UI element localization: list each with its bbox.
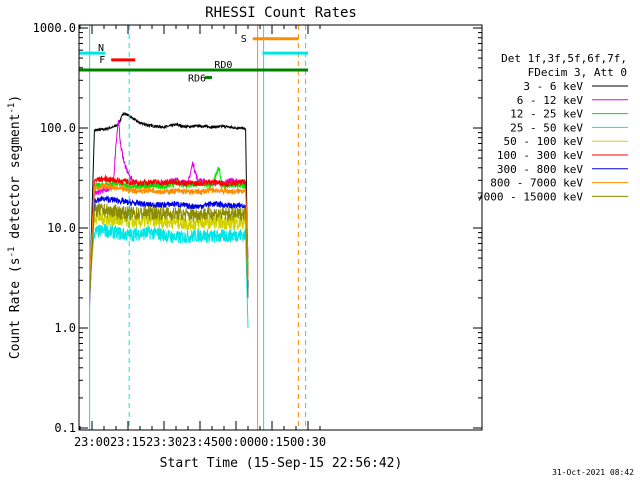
legend-label: 50 - 100 keV <box>504 135 584 148</box>
series-line-8 <box>89 182 249 281</box>
y-axis-label-end: ) <box>8 95 23 103</box>
legend: Det 1f,3f,5f,6f,7f, FDecim 3, Att 0 3 - … <box>477 52 628 203</box>
y-tick-label: 1.0 <box>54 321 76 335</box>
legend-label: 3 - 6 keV <box>523 80 583 93</box>
x-axis-label: Start Time (15-Sep-15 22:56:42) <box>160 456 403 471</box>
y-tick-label: 0.1 <box>54 421 76 435</box>
y-axis-label-sup1: -1 <box>7 247 17 258</box>
legend-label: 100 - 300 keV <box>497 149 583 162</box>
chart-title: RHESSI Count Rates <box>205 5 357 21</box>
series-line-4 <box>89 224 249 329</box>
plot-area: N S F RD0 RD6 0.1 1.0 10.0 100.0 1000.0 23:00 23:15… <box>33 21 483 449</box>
y-axis-label-main: Count Rate (s <box>8 257 23 359</box>
legend-label: 7000 - 15000 keV <box>477 190 583 203</box>
footer-timestamp: 31-Oct-2021 08:42 <box>552 468 634 477</box>
flag-label-rd0: RD0 <box>214 60 232 71</box>
series-line-9 <box>89 203 249 298</box>
series-line-7 <box>89 195 249 298</box>
y-tick-label: 100.0 <box>40 121 76 135</box>
y-axis-label: Count Rate (s-1 detector segment-1) <box>7 95 23 359</box>
legend-label: 12 - 25 keV <box>510 108 583 121</box>
y-tick-label: 10.0 <box>47 221 76 235</box>
flag-label-n: N <box>98 43 104 54</box>
series-line-6 <box>89 174 249 281</box>
x-tick-label: 23:45 <box>182 435 218 449</box>
x-tick-label: 23:15 <box>110 435 146 449</box>
legend-label: 25 - 50 keV <box>510 121 583 134</box>
x-tick-label: 00:15 <box>254 435 290 449</box>
x-tick-label: 23:00 <box>74 435 110 449</box>
series-line-5 <box>89 210 249 298</box>
flag-label-f: F <box>99 55 105 66</box>
legend-label: 300 - 800 keV <box>497 163 583 176</box>
y-axis-label-mid: detector segment <box>8 114 23 247</box>
legend-label: 6 - 12 keV <box>517 94 584 107</box>
x-tick-label: 00:00 <box>218 435 254 449</box>
legend-header-line-1: Det 1f,3f,5f,6f,7f, <box>501 52 627 65</box>
flag-label-rd6: RD6 <box>188 73 206 84</box>
legend-label: 800 - 7000 keV <box>490 177 583 190</box>
flag-label-s: S <box>241 34 247 45</box>
series-line-1 <box>89 111 249 294</box>
legend-header-line-2: FDecim 3, Att 0 <box>528 66 627 79</box>
series-line-3 <box>89 166 249 281</box>
y-tick-label: 1000.0 <box>33 21 76 35</box>
y-axis-label-sup2: -1 <box>7 103 17 114</box>
x-tick-label: 00:30 <box>290 435 326 449</box>
x-tick-label: 23:30 <box>146 435 182 449</box>
